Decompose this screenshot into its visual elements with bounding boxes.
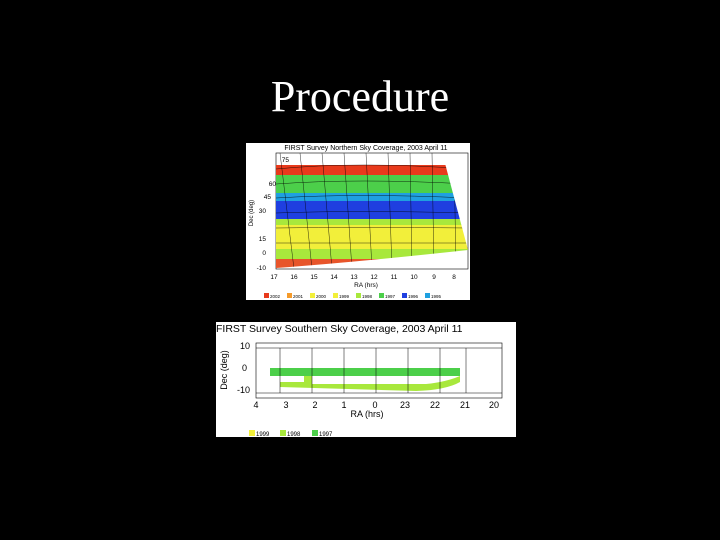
legend-swatch bbox=[402, 293, 407, 298]
legend-label: 1998 bbox=[362, 294, 373, 299]
legend-label: 2001 bbox=[293, 294, 304, 299]
north-ytick: 30 bbox=[259, 208, 267, 215]
legend-swatch bbox=[264, 293, 269, 298]
south-y-ticks: 10 0 -10 bbox=[237, 341, 250, 395]
south-x-ticks: 4 3 2 1 0 23 22 21 20 bbox=[253, 400, 499, 410]
legend-label: 1999 bbox=[256, 432, 270, 437]
south-xtick: 2 bbox=[312, 400, 317, 410]
legend-label: 1995 bbox=[431, 294, 442, 299]
south-xtick: 23 bbox=[400, 400, 410, 410]
legend-label: 1996 bbox=[408, 294, 419, 299]
north-xtick: 9 bbox=[432, 274, 436, 281]
south-x-axis-label: RA (hrs) bbox=[350, 409, 383, 419]
south-graticule bbox=[256, 347, 502, 394]
legend-label: 1997 bbox=[319, 432, 333, 437]
north-ytick: 75 bbox=[282, 157, 290, 164]
north-xtick: 15 bbox=[310, 274, 318, 281]
north-xtick: 10 bbox=[410, 274, 418, 281]
north-xtick: 8 bbox=[452, 274, 456, 281]
legend-label: 2002 bbox=[270, 294, 281, 299]
north-x-axis-label: RA (hrs) bbox=[354, 282, 378, 289]
legend-label: 1999 bbox=[339, 294, 350, 299]
northern-sky-coverage-figure: FIRST Survey Northern Sky Coverage, 2003… bbox=[246, 143, 470, 300]
south-xtick: 1 bbox=[341, 400, 346, 410]
southern-sky-coverage-figure: FIRST Survey Southern Sky Coverage, 2003… bbox=[216, 322, 516, 437]
south-xtick: 4 bbox=[253, 400, 258, 410]
north-legend: 2002 2001 2000 1999 1998 1997 1996 1995 bbox=[264, 293, 442, 299]
legend-swatch bbox=[333, 293, 338, 298]
legend-swatch bbox=[280, 430, 286, 436]
south-map-title: FIRST Survey Southern Sky Coverage, 2003… bbox=[216, 323, 463, 335]
south-ytick: 0 bbox=[242, 363, 247, 373]
band-2002 bbox=[276, 165, 468, 175]
legend-swatch bbox=[249, 430, 255, 436]
band-1996 bbox=[276, 201, 468, 219]
legend-swatch bbox=[312, 430, 318, 436]
south-ytick: 10 bbox=[240, 341, 250, 351]
north-xtick: 17 bbox=[270, 274, 278, 281]
legend-swatch bbox=[356, 293, 361, 298]
north-ytick: 0 bbox=[262, 250, 266, 257]
north-ytick: -10 bbox=[257, 265, 267, 272]
band-1995 bbox=[276, 193, 468, 201]
south-xtick: 22 bbox=[430, 400, 440, 410]
north-xtick: 12 bbox=[370, 274, 378, 281]
band-1999 bbox=[276, 225, 468, 249]
legend-label: 1998 bbox=[287, 432, 301, 437]
legend-swatch bbox=[425, 293, 430, 298]
legend-swatch bbox=[379, 293, 384, 298]
northern-sky-map: FIRST Survey Northern Sky Coverage, 2003… bbox=[249, 145, 469, 299]
legend-swatch bbox=[310, 293, 315, 298]
south-xtick: 0 bbox=[372, 400, 377, 410]
south-xtick: 21 bbox=[460, 400, 470, 410]
north-ytick: 15 bbox=[259, 236, 267, 243]
north-y-ticks: 75 60 45 30 15 0 -10 bbox=[257, 157, 290, 272]
north-graticule bbox=[276, 152, 468, 268]
legend-swatch bbox=[287, 293, 292, 298]
southern-sky-map: FIRST Survey Southern Sky Coverage, 2003… bbox=[216, 323, 503, 437]
legend-label: 2000 bbox=[316, 294, 327, 299]
north-y-axis-label: Dec (deg) bbox=[249, 200, 255, 226]
north-xtick: 16 bbox=[290, 274, 298, 281]
south-legend: 1999 1998 1997 bbox=[249, 430, 333, 437]
south-xtick: 3 bbox=[283, 400, 288, 410]
south-xtick: 20 bbox=[489, 400, 499, 410]
north-xtick: 11 bbox=[391, 274, 398, 281]
north-map-title: FIRST Survey Northern Sky Coverage, 2003… bbox=[284, 145, 447, 152]
north-xtick: 13 bbox=[350, 274, 358, 281]
north-ytick: 60 bbox=[269, 181, 277, 188]
slide-title: Procedure bbox=[270, 72, 450, 121]
south-coverage-bands bbox=[270, 368, 460, 391]
south-y-axis-label: Dec (deg) bbox=[219, 350, 229, 390]
band-1997 bbox=[276, 175, 468, 193]
north-x-ticks: 17 16 15 14 13 12 11 10 9 8 bbox=[270, 274, 456, 281]
south-ytick: -10 bbox=[237, 385, 250, 395]
band-1998 bbox=[280, 376, 460, 391]
band-1997 bbox=[270, 368, 460, 376]
band-1998 bbox=[276, 219, 468, 225]
legend-label: 1997 bbox=[385, 294, 396, 299]
north-ytick: 45 bbox=[264, 194, 272, 201]
north-coverage-bands bbox=[276, 152, 468, 268]
band-1998-south bbox=[276, 249, 468, 259]
north-xtick: 14 bbox=[330, 274, 338, 281]
